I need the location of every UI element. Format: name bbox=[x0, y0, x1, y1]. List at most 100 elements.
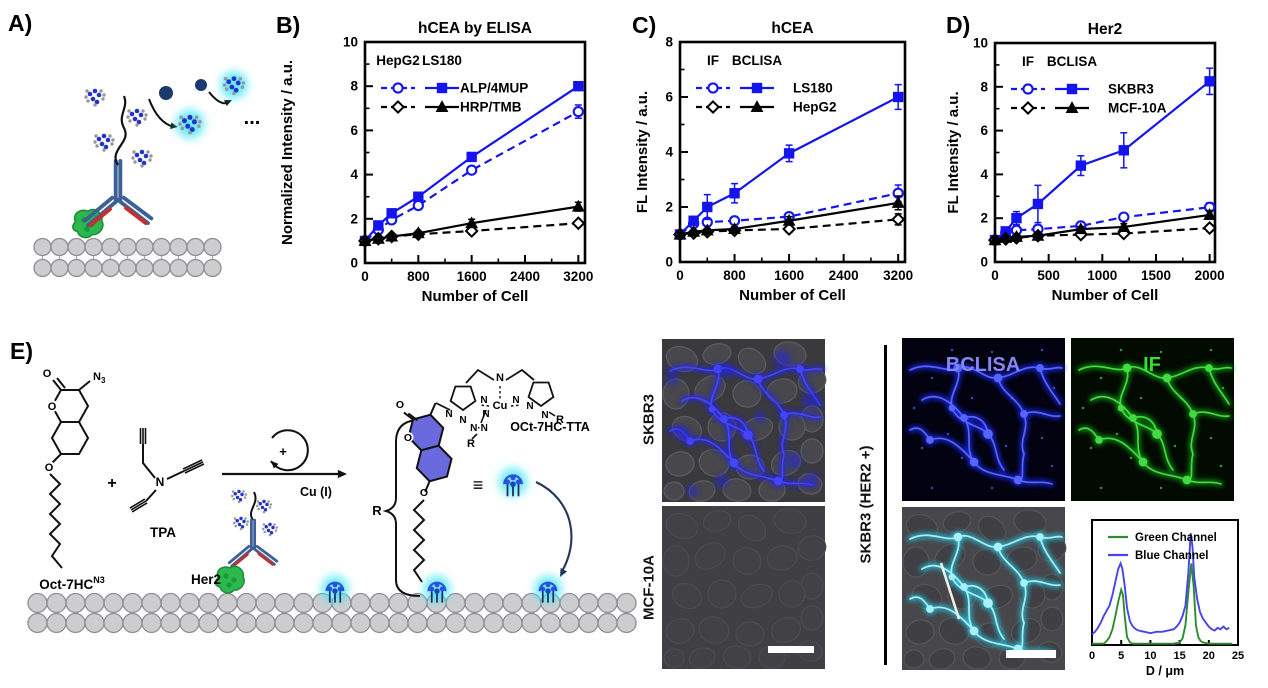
her2-label: Her2 bbox=[191, 572, 221, 587]
product-ring-o: O bbox=[404, 432, 412, 444]
r-label: R bbox=[556, 414, 564, 426]
legend: IF BCLISA SKBR3 MCF-10A bbox=[1011, 54, 1167, 116]
molecule-cluster bbox=[131, 149, 153, 168]
tpa-label: TPA bbox=[150, 525, 176, 540]
axes: 0 800 1600 2400 3200 0 2 4 6 8 hCEA Number of Cell F… bbox=[634, 20, 913, 304]
n-label: N bbox=[541, 410, 548, 421]
svg-text:LS180: LS180 bbox=[793, 81, 833, 96]
svg-text:25: 25 bbox=[1232, 650, 1244, 662]
cycle-plus-sign: + bbox=[279, 444, 287, 459]
series-ls180-hrp-tmb bbox=[358, 199, 585, 246]
n-label: N bbox=[459, 415, 466, 426]
svg-text:800: 800 bbox=[407, 269, 430, 284]
n-label: N bbox=[445, 409, 452, 420]
molecule-cluster bbox=[232, 516, 250, 531]
membrane-probe-marker bbox=[534, 575, 562, 603]
svg-text:8: 8 bbox=[980, 79, 988, 94]
bclisa-fluorescence-image: BCLISA bbox=[902, 338, 1065, 501]
svg-text:0: 0 bbox=[665, 255, 673, 270]
svg-text:2: 2 bbox=[980, 211, 988, 226]
line-profile-chart: 0 5 10 15 20 25 D / μm Green Channel Blue Channe… bbox=[1089, 519, 1244, 678]
product-carbonyl-o: O bbox=[396, 399, 404, 411]
svg-text:1000: 1000 bbox=[1087, 268, 1117, 283]
svg-text:500: 500 bbox=[1037, 268, 1060, 283]
azide-label: N3 bbox=[93, 371, 106, 385]
antigen-shape bbox=[214, 565, 245, 594]
svg-text:5: 5 bbox=[1118, 650, 1124, 662]
series-green-channel bbox=[1092, 563, 1233, 645]
membrane-probe-marker bbox=[321, 575, 349, 603]
svg-text:1600: 1600 bbox=[774, 268, 804, 283]
glowing-molecule bbox=[220, 71, 248, 99]
chart-hcea-by-elisa: 0 800 1600 2400 3200 0 2 4 6 8 10 hCEA by ELISA Numb… bbox=[279, 20, 593, 305]
svg-text:4: 4 bbox=[665, 145, 673, 160]
svg-text:hCEA: hCEA bbox=[771, 20, 813, 37]
svg-text:0: 0 bbox=[991, 268, 999, 283]
antibody-shape bbox=[82, 158, 154, 228]
if-image-label: IF bbox=[1143, 354, 1161, 376]
svg-text:4: 4 bbox=[980, 167, 988, 182]
svg-text:BCLISA: BCLISA bbox=[732, 53, 783, 68]
n-label: N bbox=[526, 401, 533, 412]
skbr3-micrograph bbox=[662, 338, 830, 505]
glowing-molecule bbox=[175, 109, 205, 139]
svg-text:6: 6 bbox=[350, 123, 358, 138]
molecule-cluster bbox=[255, 499, 273, 514]
svg-text:10: 10 bbox=[1144, 650, 1156, 662]
svg-text:8: 8 bbox=[350, 79, 358, 94]
molecule-cluster bbox=[84, 88, 106, 107]
axes: 0 500 1000 1500 2000 0 2 4 6 8 10 Her2 Number of Cel… bbox=[945, 21, 1225, 304]
svg-text:Number of Cell: Number of Cell bbox=[739, 287, 846, 304]
divider-line bbox=[884, 345, 887, 665]
scale-bar bbox=[1006, 650, 1056, 658]
label-skbr3: SKBR3 bbox=[640, 394, 658, 445]
axes: 0 800 1600 2400 3200 0 2 4 6 8 10 hCEA by ELISA Numb… bbox=[279, 20, 593, 305]
equivalence-sign: ≡ bbox=[473, 475, 484, 495]
svg-text:1500: 1500 bbox=[1141, 268, 1171, 283]
legend: HepG2 LS180 ALP/4MUP HRP/TMB bbox=[376, 53, 528, 115]
r-bracket-label: R bbox=[372, 503, 382, 518]
reaction-scheme: O O N3 O Oct-7HCN3 + N TPA + Cu (I) Her2… bbox=[27, 368, 637, 634]
svg-text:Blue Channel: Blue Channel bbox=[1135, 550, 1208, 562]
svg-text:Number of Cell: Number of Cell bbox=[1052, 287, 1159, 304]
panel-label-d: D) bbox=[946, 12, 971, 38]
svg-text:HepG2: HepG2 bbox=[793, 100, 837, 115]
series-bclisa-hepg2 bbox=[673, 195, 905, 240]
ellipsis-text: ... bbox=[244, 107, 261, 129]
svg-text:2400: 2400 bbox=[510, 269, 540, 284]
product-label: OCt-7HC-TTA bbox=[510, 420, 590, 434]
svg-text:HRP/TMB: HRP/TMB bbox=[460, 100, 522, 115]
svg-text:2000: 2000 bbox=[1195, 268, 1225, 283]
ether-o-label: O bbox=[45, 462, 54, 474]
svg-text:FL Intensity / a.u.: FL Intensity / a.u. bbox=[634, 91, 651, 213]
carbonyl-o-label: O bbox=[43, 368, 52, 380]
legend: Green Channel Blue Channel bbox=[1108, 532, 1217, 562]
svg-text:8: 8 bbox=[665, 35, 673, 50]
if-fluorescence-image: IF bbox=[1071, 338, 1234, 501]
svg-text:SKBR3: SKBR3 bbox=[1108, 82, 1154, 97]
svg-text:6: 6 bbox=[980, 123, 988, 138]
svg-text:2: 2 bbox=[350, 211, 358, 226]
r-label: R bbox=[467, 438, 475, 450]
n-label: N bbox=[482, 409, 489, 420]
lactone-o-label: O bbox=[48, 401, 57, 413]
svg-text:2: 2 bbox=[665, 200, 673, 215]
panel-label-b: B) bbox=[276, 12, 301, 38]
svg-text:MCF-10A: MCF-10A bbox=[1108, 101, 1167, 116]
profile-line bbox=[939, 562, 961, 620]
svg-text:3200: 3200 bbox=[563, 269, 593, 284]
svg-text:0: 0 bbox=[350, 256, 358, 271]
svg-text:ALP/4MUP: ALP/4MUP bbox=[460, 81, 528, 96]
merge-overlay-image bbox=[902, 506, 1070, 673]
svg-text:6: 6 bbox=[665, 90, 673, 105]
cu-label: Cu bbox=[493, 400, 508, 412]
svg-text:0: 0 bbox=[361, 269, 369, 284]
svg-text:HepG2: HepG2 bbox=[376, 53, 420, 68]
svg-text:hCEA by ELISA: hCEA by ELISA bbox=[418, 20, 532, 37]
catalyst-label: Cu (I) bbox=[300, 485, 332, 499]
tpa-n-label: N bbox=[156, 475, 165, 489]
svg-text:10: 10 bbox=[343, 35, 358, 50]
svg-text:20: 20 bbox=[1203, 650, 1215, 662]
axes: 0 5 10 15 20 25 D / μm bbox=[1089, 519, 1244, 678]
